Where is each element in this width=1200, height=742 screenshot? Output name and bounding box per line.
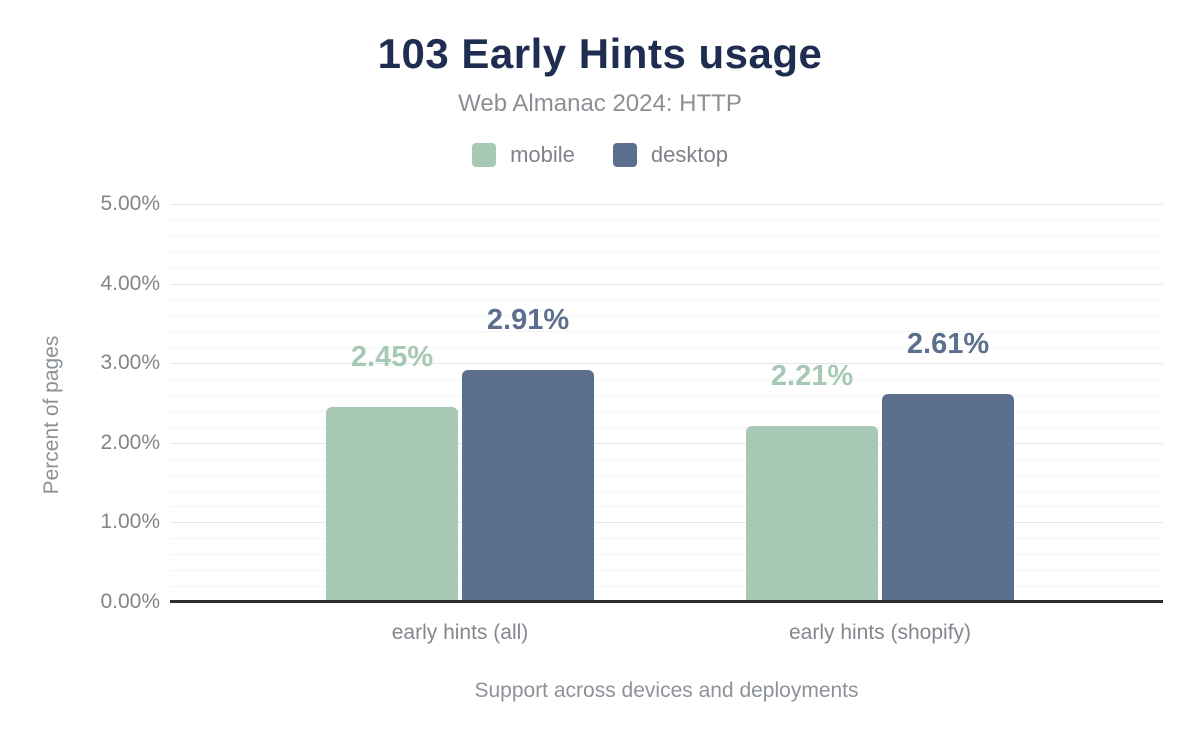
minor-gridline [170, 315, 1163, 317]
x-axis-line [170, 600, 1163, 603]
minor-gridline [170, 299, 1163, 301]
minor-gridline [170, 331, 1163, 333]
chart-subtitle: Web Almanac 2024: HTTP [458, 90, 742, 117]
minor-gridline [170, 426, 1163, 428]
minor-gridline [170, 379, 1163, 381]
minor-gridline [170, 554, 1163, 556]
major-gridline [170, 442, 1163, 444]
legend-item-mobile: mobile [472, 142, 575, 168]
minor-gridline [170, 410, 1163, 412]
y-axis-tick-label: 1.00% [100, 510, 160, 534]
bar-mobile-early-hints-shopify[interactable] [746, 426, 878, 602]
legend-swatch-icon-desktop [612, 143, 637, 167]
bar-value-label-mobile-early-hints-all: 2.45% [350, 340, 434, 373]
major-gridline [170, 283, 1163, 285]
minor-gridline [170, 490, 1163, 492]
y-axis-tick-label: 0.00% [100, 590, 160, 613]
bar-desktop-early-hints-shopify[interactable] [882, 394, 1014, 602]
x-axis-title: Support across devices and deployments [474, 679, 859, 702]
minor-gridline [170, 219, 1163, 221]
minor-gridline [170, 347, 1163, 349]
bar-mobile-early-hints-all[interactable] [326, 406, 458, 602]
minor-gridline [170, 570, 1163, 572]
minor-gridline [170, 474, 1163, 476]
minor-gridline [170, 538, 1163, 540]
minor-gridline [170, 267, 1163, 269]
minor-gridline [170, 586, 1163, 588]
y-axis-tick-label: 5.00% [100, 192, 160, 215]
y-axis-title: Percent of pages [40, 335, 63, 495]
bar-value-label-desktop-early-hints-all: 2.91% [486, 304, 570, 337]
minor-gridline [170, 251, 1163, 253]
x-axis-category-label-early-hints-shopify: early hints (shopify) [788, 621, 972, 644]
bar-value-label-desktop-early-hints-shopify: 2.61% [906, 328, 990, 361]
legend-swatch-icon-mobile [472, 143, 497, 167]
legend-label-desktop: desktop [650, 142, 728, 167]
major-gridline [170, 522, 1163, 524]
bar-value-label-mobile-early-hints-shopify: 2.21% [770, 360, 854, 393]
minor-gridline [170, 506, 1163, 508]
x-axis-category-label-early-hints-all: early hints (all) [391, 621, 529, 644]
legend: mobile desktop [0, 142, 1200, 168]
bar-desktop-early-hints-all[interactable] [462, 370, 594, 602]
legend-label-mobile: mobile [510, 142, 575, 167]
minor-gridline [170, 395, 1163, 397]
y-axis-tick-label: 4.00% [100, 271, 160, 295]
y-axis-tick-label: 3.00% [100, 351, 160, 375]
major-gridline [170, 204, 1163, 205]
minor-gridline [170, 458, 1163, 460]
major-gridline [170, 363, 1163, 365]
minor-gridline [170, 235, 1163, 237]
chart-title: 103 Early Hints usage [377, 30, 823, 77]
y-axis-tick-label: 2.00% [100, 430, 160, 454]
legend-item-desktop: desktop [612, 142, 728, 168]
